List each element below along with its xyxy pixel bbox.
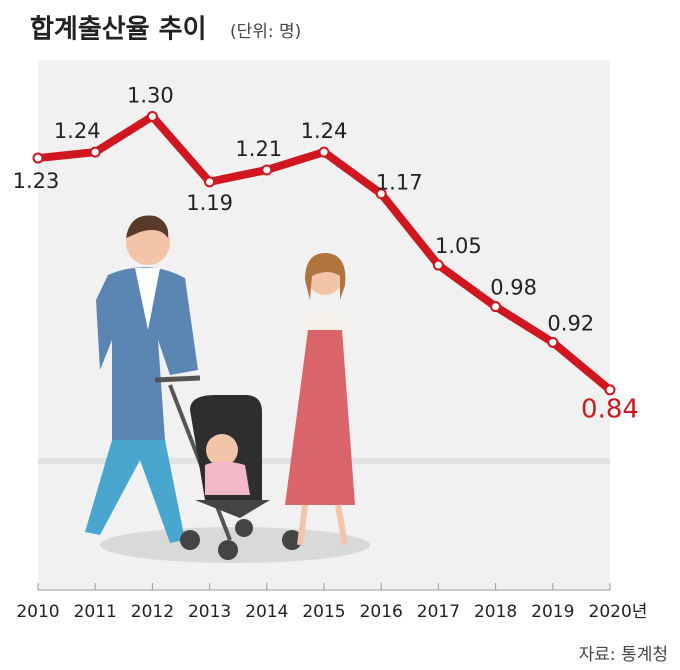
- x-tick-label: 2014: [245, 602, 288, 622]
- data-label: 1.19: [186, 191, 233, 215]
- data-label: 1.24: [301, 119, 348, 143]
- source: 자료: 통계청: [579, 645, 668, 665]
- x-tick-label: 2016: [360, 602, 403, 622]
- x-tick-label: 2020년: [589, 602, 648, 622]
- data-point: [375, 188, 387, 200]
- data-point: [204, 176, 216, 188]
- chart-title: 합계출산율 추이: [30, 15, 207, 45]
- data-label: 1.24: [54, 119, 101, 143]
- data-point: [604, 384, 616, 396]
- data-point: [32, 152, 44, 164]
- x-tick-label: 2015: [302, 602, 345, 622]
- data-label: 1.17: [376, 171, 423, 195]
- data-label: 0.98: [490, 276, 537, 300]
- x-tick-label: 2013: [188, 602, 231, 622]
- data-point: [432, 259, 444, 271]
- x-tick-label: 2019: [531, 602, 574, 622]
- data-label: 1.30: [127, 83, 174, 107]
- data-label: 0.92: [547, 311, 594, 335]
- data-point: [261, 164, 273, 176]
- illustration: [85, 215, 370, 563]
- data-label: 1.05: [435, 234, 482, 258]
- data-label: 1.21: [235, 137, 282, 161]
- chart-subtitle: (단위: 명): [230, 22, 301, 42]
- data-label: 1.23: [13, 169, 60, 193]
- data-point: [490, 301, 502, 313]
- x-tick-label: 2018: [474, 602, 517, 622]
- data-point: [318, 146, 330, 158]
- x-tick-label: 2011: [74, 602, 117, 622]
- data-point: [89, 146, 101, 158]
- data-point: [146, 110, 158, 122]
- x-tick-label: 2010: [16, 602, 59, 622]
- x-tick-label: 2012: [131, 602, 174, 622]
- data-label: 0.84: [581, 394, 639, 424]
- data-point: [547, 336, 559, 348]
- x-tick-label: 2017: [417, 602, 460, 622]
